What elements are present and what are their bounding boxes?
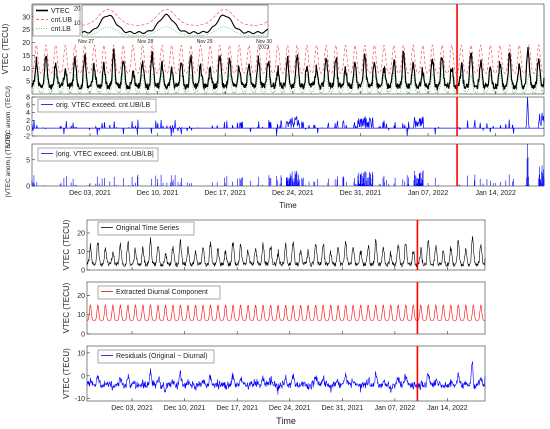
series-residuals — [86, 361, 486, 395]
inset-y-tick-label: 10 — [74, 21, 81, 27]
legend-box — [37, 147, 159, 162]
y-tick-label: 0 — [26, 126, 30, 133]
legend: VTEC cnt.UB cnt.LB — [32, 4, 81, 37]
y-tick-label: 2 — [26, 118, 30, 125]
x-axis-label-bottom: Time — [276, 416, 296, 426]
inset-plot-area — [81, 4, 269, 38]
series-diurnal — [87, 303, 485, 321]
y-tick-label: 6 — [26, 102, 30, 109]
legend-box — [97, 349, 215, 364]
y-tick-label: 8 — [26, 95, 30, 102]
x-tick-label: Dec 03, 2021 — [69, 190, 111, 197]
y-tick-label: 5 — [26, 157, 30, 164]
series-vtec — [31, 47, 545, 92]
y-tick-label: 15 — [22, 53, 30, 60]
x-tick-label: Jan 14, 2022 — [475, 190, 516, 197]
y-tick-label: 4 — [26, 110, 30, 117]
x-tick-label: Dec 03, 2021 — [111, 405, 153, 412]
y-tick-label: 10 — [77, 350, 85, 357]
legend-entry: cnt.LB — [51, 26, 71, 33]
panel-original: 0 10 20 VTEC (TECU) Original Time Series — [62, 219, 486, 275]
y-tick-label: 25 — [22, 27, 30, 34]
y-axis-label: VTEC (TECU) — [1, 23, 10, 74]
inset-series-lb — [82, 26, 269, 36]
y-tick-label: 0 — [81, 373, 85, 380]
legend: Extracted Diurnal Component — [97, 285, 221, 300]
series-original — [86, 236, 486, 268]
legend-box — [97, 285, 221, 300]
inset-series-ub — [81, 9, 269, 26]
legend: orig. VTEC exceed. cnt.UB/LB — [37, 98, 157, 113]
legend-entry: VTEC — [51, 8, 70, 15]
x-tick-label: Dec 24, 2021 — [272, 190, 314, 197]
legend-entry: Original Time Series — [116, 225, 180, 232]
y-axis-label: |VTEC anom.| (TECU) — [5, 133, 12, 197]
y-axis-label: VTEC (TECU) — [62, 219, 71, 270]
y-tick-label: 10 — [22, 66, 30, 73]
x-tick-label: Dec 10, 2021 — [164, 405, 206, 412]
inset-y-tick-label: 20 — [74, 6, 81, 12]
legend-entry: |orig. VTEC exceed. cnt.UB/LB| — [56, 151, 154, 158]
inset-x-tick-label: Nov 28 — [137, 39, 153, 45]
x-tick-label: Dec 17, 2021 — [204, 190, 246, 197]
y-axis-label: VTEC anom. (TECU) — [5, 86, 12, 147]
y-tick-label: 30 — [22, 14, 30, 21]
legend-entry: cnt.UB — [51, 17, 72, 24]
series-cnt-lb — [31, 72, 545, 96]
y-axis-label: VTEC (TECU) — [62, 348, 71, 399]
x-tick-label: Dec 31, 2021 — [321, 405, 363, 412]
y-tick-label: 0 — [81, 268, 85, 275]
x-tick-label: Dec 31, 2021 — [340, 190, 382, 197]
y-tick-label: -10 — [75, 396, 85, 403]
legend: Residuals (Original − Diurnal) — [97, 349, 215, 364]
x-tick-label: Jan 07, 2022 — [375, 405, 416, 412]
y-tick-label: 20 — [77, 230, 85, 237]
legend-box — [37, 98, 157, 113]
y-tick-label: 10 — [77, 249, 85, 256]
y-tick-label: 20 — [22, 40, 30, 47]
legend-entry: orig. VTEC exceed. cnt.UB/LB — [56, 102, 150, 109]
y-tick-label: 10 — [77, 312, 85, 319]
legend-entry: Residuals (Original − Diurnal) — [116, 353, 208, 360]
y-tick-label: -2 — [24, 134, 30, 141]
legend: Original Time Series — [97, 221, 195, 236]
y-tick-label: 20 — [77, 293, 85, 300]
inset-x-tick-label: Nov 29 — [197, 39, 213, 45]
y-tick-label: 5 — [26, 79, 30, 86]
x-tick-label: Jan 14, 2022 — [427, 405, 468, 412]
series-cnt-ub — [31, 44, 545, 74]
legend-entry: Extracted Diurnal Component — [116, 289, 208, 296]
panel-diurnal: 0 10 20 VTEC (TECU) Extracted Diurnal Compon… — [62, 281, 486, 339]
x-axis-label-top: Time — [279, 201, 297, 210]
panel-residuals: -10 0 10 Dec 03, 2021 Dec 10, 2021 Dec 17, 20… — [62, 345, 486, 412]
panel-anomaly-abs: 0 5 Dec 03, 2021 Dec 10, 2021 Dec 17, 2021 De… — [5, 133, 545, 197]
inset-x-tick-label: 2021 — [258, 45, 269, 51]
series-anomaly — [31, 96, 545, 137]
x-tick-label: Dec 24, 2021 — [269, 405, 311, 412]
legend: |orig. VTEC exceed. cnt.UB/LB| — [37, 147, 159, 162]
inset-x-tick-label: Nov 30 — [256, 39, 272, 45]
inset-series-vtec — [81, 13, 269, 35]
x-tick-label: Jan 07, 2022 — [408, 190, 449, 197]
y-tick-label: 0 — [26, 184, 30, 191]
y-tick-label: 0 — [81, 332, 85, 339]
y-axis-label: VTEC (TECU) — [62, 282, 71, 333]
x-tick-label: Dec 17, 2021 — [216, 405, 258, 412]
legend-box — [97, 221, 195, 236]
inset-x-tick-label: Nov 27 — [78, 39, 94, 45]
x-tick-label: Dec 10, 2021 — [137, 190, 179, 197]
